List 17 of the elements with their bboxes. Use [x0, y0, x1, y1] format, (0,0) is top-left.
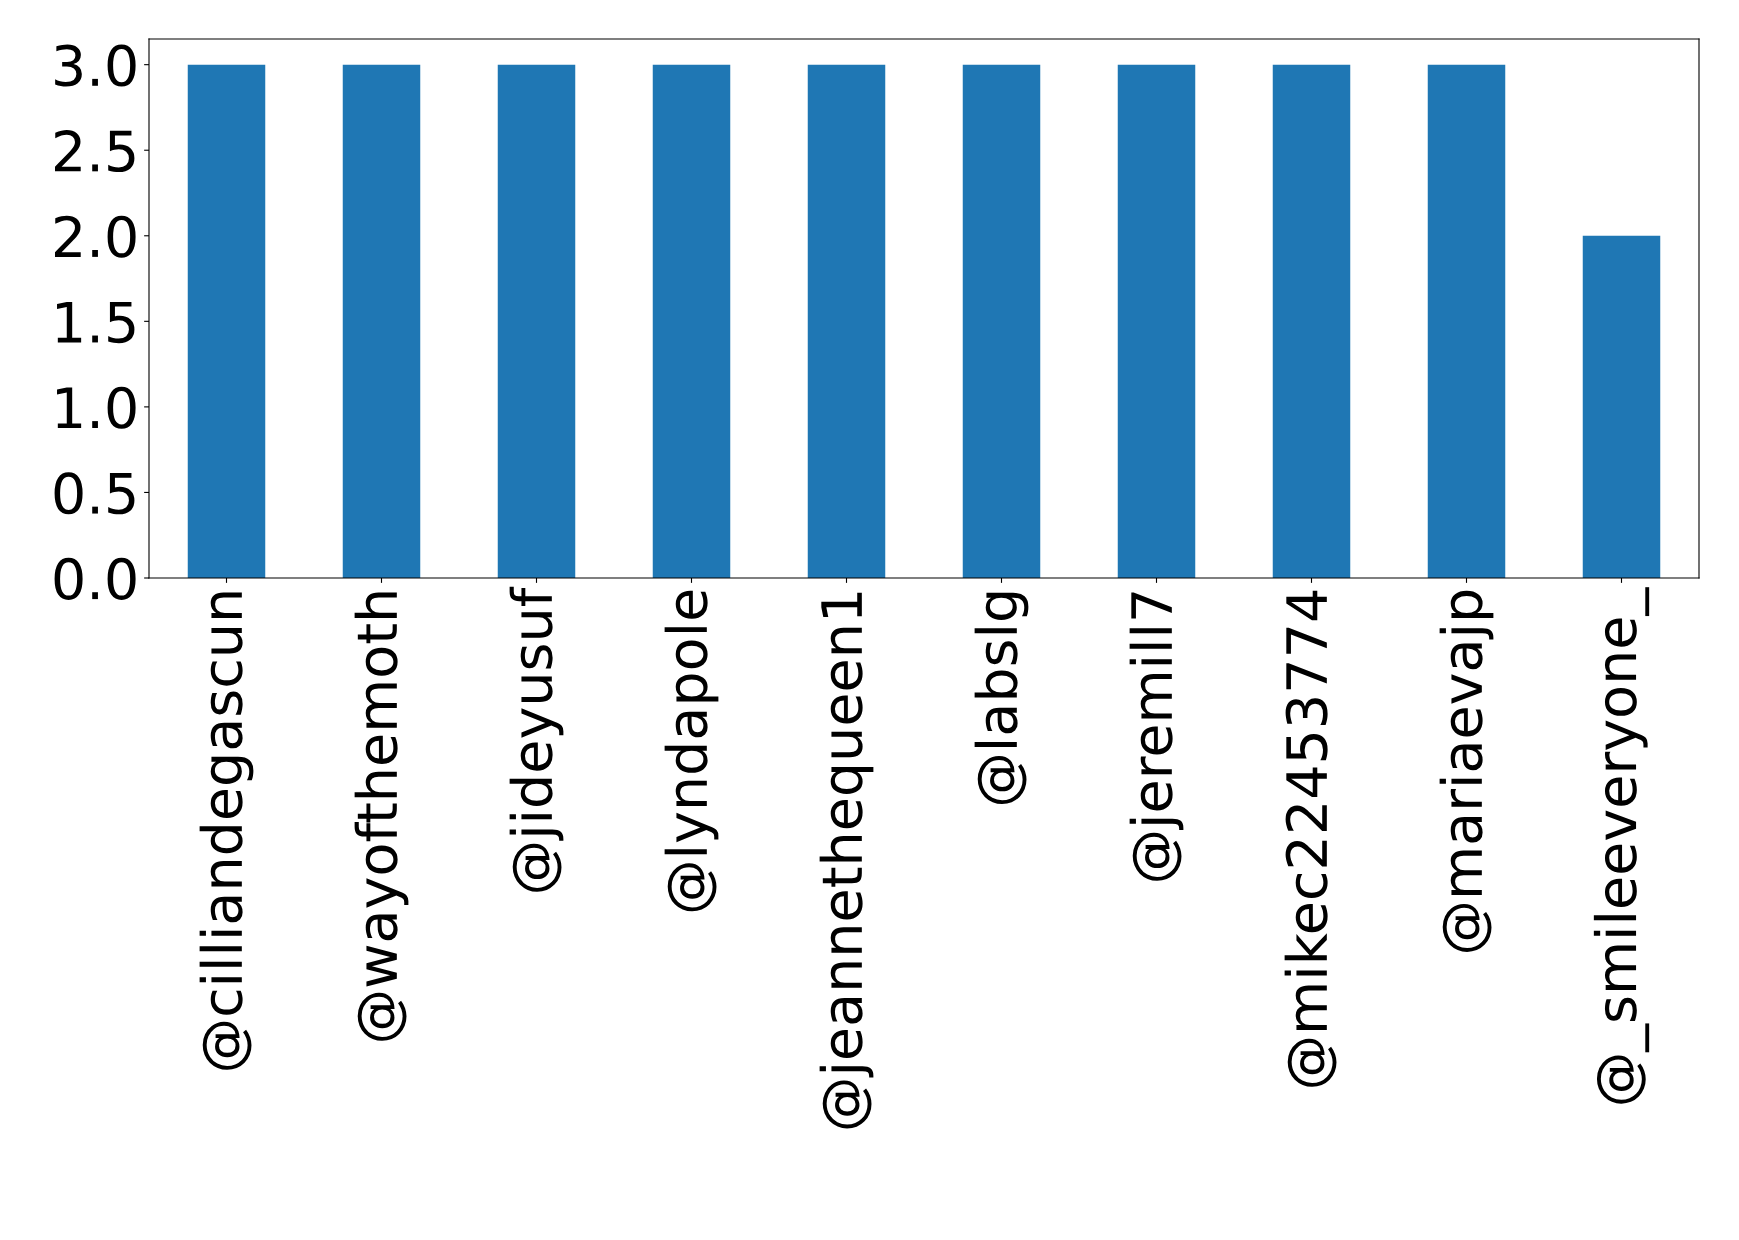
- x-tick-label: @wayofthemoth: [354, 592, 409, 1041]
- x-tick-label: @jeannethequeen1: [819, 592, 874, 1129]
- x-tick-label: @mariaevajp: [1439, 590, 1494, 952]
- x-tick-label: @lyndapole: [664, 590, 719, 912]
- x-tick-label: @jeremill7: [1129, 592, 1184, 881]
- y-tick-label: 0.5: [54, 472, 135, 515]
- x-tick-label: @_smileeveryone_: [1593, 587, 1650, 1104]
- y-tick-label: 3.0: [55, 44, 136, 87]
- x-tick-label: @mikec22453774: [1284, 590, 1337, 1087]
- x-tick-label: @cilliandegascun: [199, 592, 254, 1070]
- y-tick-label: 0.0: [54, 557, 136, 600]
- y-tick-label: 2.5: [55, 130, 135, 173]
- y-tick-label: 1.5: [57, 301, 135, 344]
- x-tick-label: @labslg: [974, 592, 1029, 805]
- x-tick-label: @jideyusuf: [509, 586, 564, 892]
- y-tick-label: 1.0: [57, 386, 136, 429]
- y-tick-label: 2.0: [55, 215, 136, 258]
